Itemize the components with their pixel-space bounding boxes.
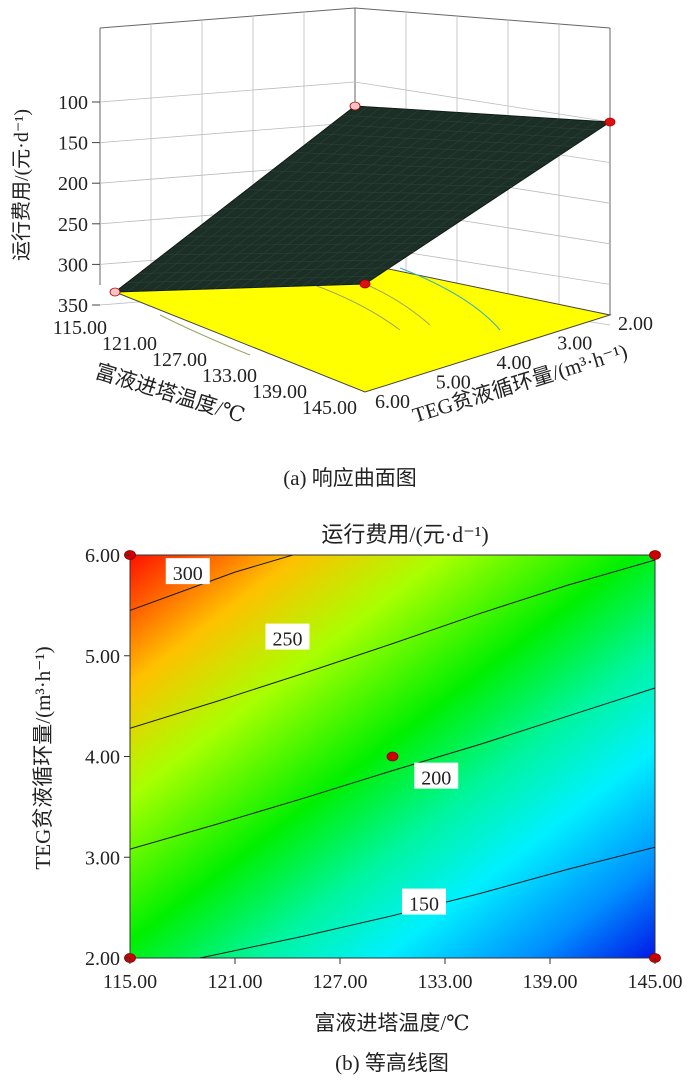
x-tick-label: 115.00 — [103, 971, 157, 993]
mesh-line — [306, 142, 562, 155]
x-tick-label: 127.00 — [313, 971, 368, 993]
design-point — [386, 751, 399, 762]
surface-design-points — [109, 101, 616, 297]
x-tick-label: 145.00 — [302, 397, 357, 419]
contour-chart: 运行费用/(元·d⁻¹) 300 250 200 150 115.00 121.00 12… — [31, 522, 683, 1075]
mesh-line — [239, 113, 483, 289]
y-tick-label: 2.00 — [85, 948, 120, 970]
surface-design-point — [359, 279, 371, 289]
x-tick-label: 121.00 — [208, 971, 263, 993]
surface-mesh — [126, 106, 598, 292]
mesh-line — [277, 116, 521, 288]
x-tick-label: 127.00 — [152, 349, 207, 371]
contour-level-labels: 300 250 200 150 — [165, 558, 459, 916]
mesh-line — [327, 119, 572, 286]
mesh-line — [314, 118, 560, 286]
surface-design-point — [349, 101, 361, 111]
x-tick-label: 133.00 — [418, 971, 473, 993]
mesh-line — [270, 170, 525, 179]
contour-label-bg — [402, 888, 446, 915]
y-axis-label: TEG贫液循环量/(m³·h⁻¹) — [31, 646, 55, 869]
mesh-line — [289, 116, 534, 287]
y-axis-ticks: 2.00 3.00 4.00 5.00 6.00 — [85, 545, 130, 970]
x-tick-label: 133.00 — [202, 365, 257, 387]
x-tick-label: 121.00 — [102, 333, 157, 355]
x-axis-label: 富液进塔温度/℃ — [314, 1011, 469, 1035]
mesh-line — [258, 180, 513, 188]
z-axis-label: 运行费用/(元·d⁻¹) — [10, 109, 33, 261]
mesh-line — [330, 124, 586, 139]
x-tick-label: 115.00 — [53, 317, 107, 339]
mesh-line — [264, 115, 509, 288]
y-tick-label: 6.00 — [375, 391, 410, 413]
z-tick-label: 100 — [58, 92, 88, 114]
contour-caption: (b) 等高线图 — [335, 1051, 449, 1075]
mesh-line — [294, 152, 549, 163]
contour-label-bg — [414, 762, 459, 789]
surface-caption: (a) 响应曲面图 — [283, 466, 417, 490]
mesh-line — [252, 114, 496, 288]
y-tick-label: 2.00 — [618, 313, 653, 335]
x-axis-ticks: 115.00 121.00 127.00 133.00 139.00 145.00 — [103, 958, 683, 993]
z-tick-label: 300 — [58, 254, 88, 276]
x-tick-label: 145.00 — [628, 971, 683, 993]
y-tick-label: 5.00 — [85, 646, 120, 668]
contour-label: 250 — [273, 629, 303, 651]
z-tick-label: 350 — [58, 295, 88, 317]
contour-label: 200 — [421, 768, 451, 790]
design-point — [649, 550, 661, 560]
mesh-line — [282, 161, 537, 171]
y-tick-label: 3.00 — [85, 847, 120, 869]
y-tick-label: 5.00 — [436, 372, 471, 394]
z-tick-label: 200 — [58, 173, 88, 195]
y-axis-ticks: 6.00 5.00 4.00 3.00 2.00 — [375, 313, 653, 413]
contour-line-250 — [130, 559, 655, 729]
z-axis-ticks: 100 150 200 250 300 350 — [58, 92, 100, 317]
z-tick-label: 150 — [58, 133, 88, 155]
mesh-line — [352, 120, 598, 285]
mesh-line — [318, 133, 574, 147]
response-surface — [113, 105, 612, 293]
surface-design-point — [604, 117, 616, 127]
z-tick-label: 250 — [58, 214, 88, 236]
mesh-line — [302, 117, 547, 287]
mesh-line — [342, 115, 598, 131]
contour-label: 300 — [173, 563, 203, 585]
y-tick-label: 4.00 — [497, 352, 532, 374]
mesh-line — [246, 189, 500, 196]
mesh-line — [339, 120, 585, 286]
y-tick-label: 6.00 — [85, 545, 120, 567]
y-tick-label: 4.00 — [85, 747, 120, 769]
y-tick-label: 3.00 — [557, 333, 592, 355]
x-tick-label: 139.00 — [252, 381, 307, 403]
x-tick-label: 139.00 — [523, 971, 578, 993]
contour-line-200 — [130, 687, 655, 850]
contour-label-bg — [165, 558, 210, 585]
contour-label-bg — [265, 623, 310, 650]
wall-gridline — [99, 81, 611, 123]
surface-design-point — [109, 287, 121, 297]
contour-label: 150 — [409, 894, 439, 916]
contour-title: 运行费用/(元·d⁻¹) — [321, 522, 488, 547]
